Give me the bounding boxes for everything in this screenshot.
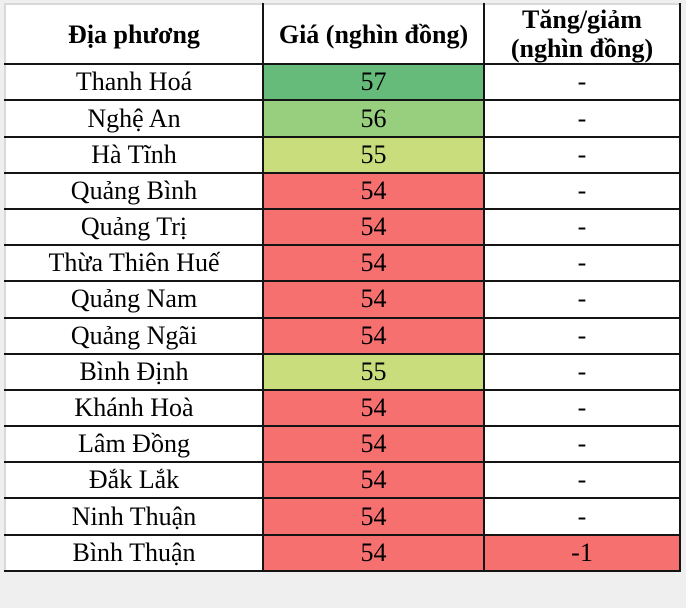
- header-province: Địa phương: [4, 2, 264, 66]
- table-row: Quảng Bình 54-: [4, 171, 681, 210]
- table-row: Đắk Lắk 54-: [4, 461, 681, 500]
- price-table: Địa phương Giá (nghìn đồng) Tăng/giảm (n…: [4, 2, 681, 572]
- table-row: Thừa Thiên Huế 54-: [4, 244, 681, 283]
- table-row: Quảng Trị 54-: [4, 207, 681, 247]
- table-row: Nghệ An 56-: [4, 99, 681, 138]
- province-cell: Khánh Hoà: [4, 388, 264, 428]
- province-cell: Hà Tĩnh: [4, 135, 264, 174]
- province-cell: Quảng Ngãi: [4, 316, 264, 355]
- price-cell: 54: [262, 280, 485, 319]
- header-change: Tăng/giảm (nghìn đồng): [483, 2, 681, 66]
- table-row: Quảng Ngãi 54-: [4, 316, 681, 355]
- province-cell: Lâm Đồng: [4, 425, 264, 464]
- change-cell: -: [483, 135, 681, 174]
- province-cell: Bình Thuận: [4, 533, 264, 572]
- change-cell: -: [483, 99, 681, 138]
- price-cell: 54: [262, 244, 485, 283]
- change-cell: -: [483, 171, 681, 210]
- province-cell: Quảng Trị: [4, 207, 264, 247]
- province-cell: Ninh Thuận: [4, 497, 264, 536]
- province-cell: Quảng Bình: [4, 171, 264, 210]
- province-cell: Thừa Thiên Huế: [4, 244, 264, 283]
- price-cell: 54: [262, 497, 485, 536]
- province-cell: Quảng Nam: [4, 280, 264, 319]
- price-cell: 54: [262, 207, 485, 247]
- province-cell: Bình Định: [4, 352, 264, 391]
- change-cell: -: [483, 425, 681, 464]
- price-cell: 54: [262, 171, 485, 210]
- price-cell: 54: [262, 388, 485, 428]
- table-row: Ninh Thuận 54-: [4, 497, 681, 536]
- change-cell: -: [483, 388, 681, 428]
- header-price: Giá (nghìn đồng): [262, 2, 485, 66]
- province-cell: Thanh Hoá: [4, 63, 264, 102]
- table-row: Hà Tĩnh 55-: [4, 135, 681, 174]
- change-cell: -: [483, 280, 681, 319]
- province-cell: Đắk Lắk: [4, 461, 264, 500]
- change-cell: -: [483, 63, 681, 102]
- table-row: Bình Thuận 54 -1: [4, 533, 681, 572]
- table-body: Thanh Hoá 57- Nghệ An 56- Hà Tĩnh 55- Quảng Bì…: [4, 63, 681, 572]
- header-row: Địa phương Giá (nghìn đồng) Tăng/giảm (n…: [4, 2, 681, 66]
- change-cell: -1: [483, 533, 681, 572]
- price-cell: 54: [262, 316, 485, 355]
- table-row: Thanh Hoá 57-: [4, 63, 681, 102]
- change-cell: -: [483, 497, 681, 536]
- change-cell: -: [483, 461, 681, 500]
- change-cell: -: [483, 316, 681, 355]
- table-row: Lâm Đồng 54-: [4, 425, 681, 464]
- table-row: Quảng Nam 54-: [4, 280, 681, 319]
- change-cell: -: [483, 207, 681, 247]
- price-cell: 54: [262, 461, 485, 500]
- change-cell: -: [483, 244, 681, 283]
- change-cell: -: [483, 352, 681, 391]
- price-cell: 55: [262, 352, 485, 391]
- price-cell: 54: [262, 533, 485, 572]
- price-cell: 54: [262, 425, 485, 464]
- table-row: Khánh Hoà 54-: [4, 388, 681, 428]
- price-cell: 56: [262, 99, 485, 138]
- province-cell: Nghệ An: [4, 99, 264, 138]
- price-cell: 55: [262, 135, 485, 174]
- table-row: Bình Định 55-: [4, 352, 681, 391]
- price-cell: 57: [262, 63, 485, 102]
